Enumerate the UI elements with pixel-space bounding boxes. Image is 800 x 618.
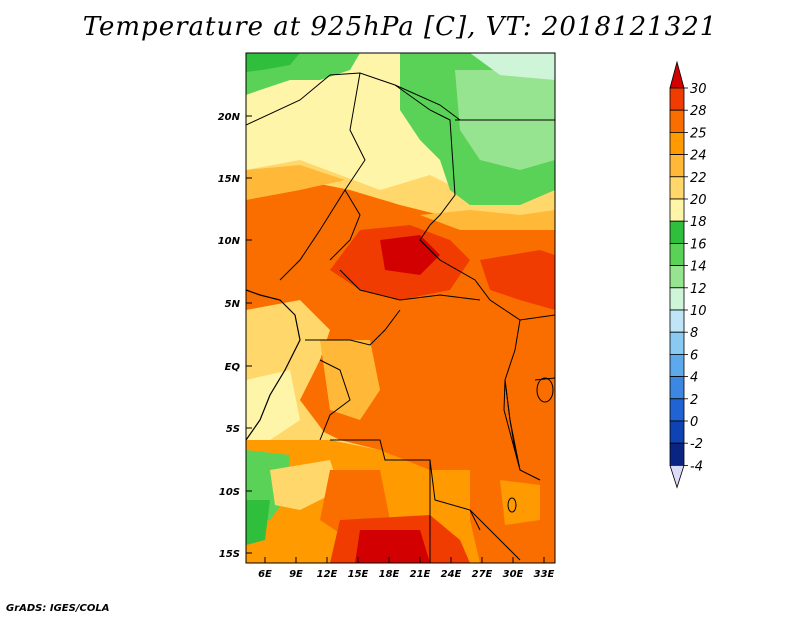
lat-label: 20N [218, 112, 241, 123]
colorbar-swatch [669, 287, 685, 311]
lon-label: 18E [379, 569, 400, 580]
colorbar-label: 25 [690, 126, 707, 141]
lon-label: 24E [441, 569, 462, 580]
footer-credit: GrADS: IGES/COLA [6, 603, 110, 614]
lon-label: 6E [258, 569, 272, 580]
colorbar-swatch [669, 154, 685, 178]
colorbar-label: 12 [690, 282, 707, 297]
colorbar-label: 2 [690, 393, 698, 408]
lat-label: 15N [218, 174, 241, 185]
lon-label: 21E [410, 569, 431, 580]
colorbar-swatch [669, 265, 685, 289]
colorbar-label: -4 [690, 459, 703, 474]
colorbar-swatch [669, 242, 685, 266]
colorbar-swatch [669, 109, 685, 133]
colorbar-swatch [669, 220, 685, 244]
lon-label: 15E [348, 569, 369, 580]
colorbar-swatch [669, 376, 685, 400]
lat-label: 15S [219, 549, 240, 560]
lat-label: EQ [225, 362, 241, 373]
temperature-field [246, 53, 555, 563]
colorbar-swatch [669, 198, 685, 222]
colorbar-bottom-arrow [669, 464, 685, 489]
colorbar-swatch [669, 331, 685, 355]
colorbar-label: 16 [690, 237, 707, 252]
colorbar-label: 8 [690, 326, 698, 341]
map-title: Temperature at 925hPa [C], VT: 201812132… [82, 12, 718, 42]
colorbar-label: 0 [690, 415, 698, 430]
colorbar-label: 24 [690, 149, 707, 164]
colorbar-swatch [669, 442, 685, 466]
lon-label: 33E [534, 569, 555, 580]
colorbar-label: 22 [690, 171, 707, 186]
colorbar-swatch [669, 131, 685, 155]
lon-label: 27E [472, 569, 493, 580]
coastline [246, 289, 301, 441]
lat-label: 5S [226, 424, 240, 435]
lat-label: 10N [218, 236, 241, 247]
map-frame [245, 52, 556, 564]
colorbar-label: 18 [690, 215, 707, 230]
lon-label: 9E [289, 569, 303, 580]
lat-label: 10S [219, 487, 240, 498]
colorbar-swatch [669, 398, 685, 422]
colorbar-swatch [669, 176, 685, 200]
lon-label: 12E [317, 569, 338, 580]
lat-label: 5N [225, 299, 241, 310]
country-borders [246, 72, 555, 563]
colorbar-label: 30 [690, 82, 707, 97]
colorbar-label: 6 [690, 348, 698, 363]
colorbar-label: 10 [690, 304, 707, 319]
lon-label: 30E [503, 569, 524, 580]
colorbar-label: 14 [690, 260, 707, 275]
colorbar-top-arrow [669, 60, 685, 89]
colorbar-label: 20 [690, 193, 707, 208]
colorbar-swatch [669, 353, 685, 377]
colorbar-label: 28 [690, 104, 707, 119]
colorbar-label: -2 [690, 437, 703, 452]
lakes [503, 377, 554, 513]
colorbar-swatch [669, 87, 685, 111]
colorbar-swatch [669, 309, 685, 333]
axis-labels: 20N 15N 10N 5N EQ 5S 10S 15S 6E 9E 12E 15E 18E 21E 24E… [218, 112, 555, 580]
colorbar-label: 4 [690, 371, 698, 386]
colorbar-swatch [669, 420, 685, 444]
